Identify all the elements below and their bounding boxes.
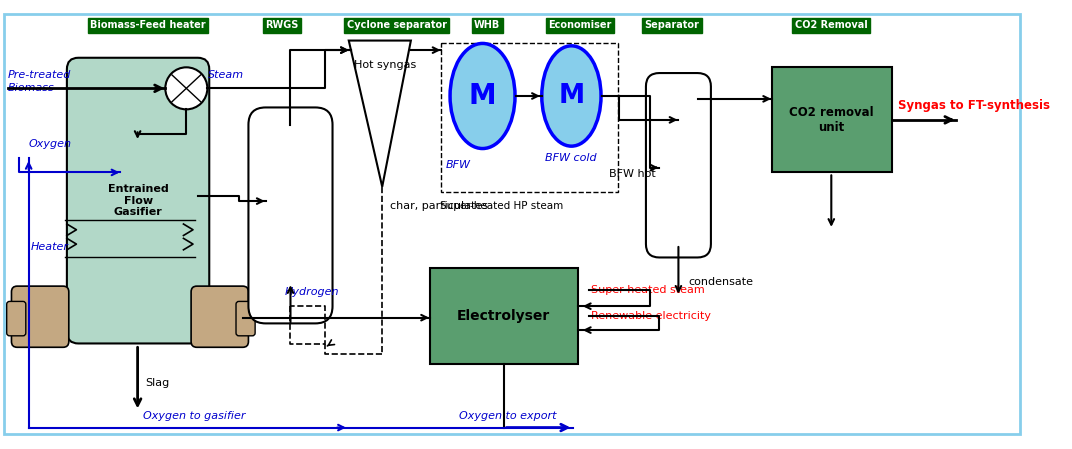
- Text: M: M: [559, 83, 584, 109]
- Text: Cyclone separator: Cyclone separator: [346, 20, 447, 30]
- Polygon shape: [348, 40, 411, 187]
- Text: char, particulates: char, particulates: [390, 201, 488, 211]
- Bar: [772, 67, 892, 172]
- FancyBboxPatch shape: [12, 286, 69, 347]
- Text: Oxygen: Oxygen: [29, 139, 72, 149]
- FancyBboxPatch shape: [236, 301, 255, 336]
- Text: RWGS: RWGS: [265, 20, 299, 30]
- Text: Separator: Separator: [644, 20, 699, 30]
- Text: Heater: Heater: [31, 242, 69, 252]
- Text: Steam: Steam: [208, 70, 244, 80]
- Text: Hot syngas: Hot syngas: [354, 61, 416, 70]
- Text: Biomass: Biomass: [8, 84, 55, 93]
- Text: Electrolyser: Electrolyser: [457, 309, 550, 323]
- Bar: [442, 44, 619, 192]
- Text: Entrained
Flow
Gasifier: Entrained Flow Gasifier: [107, 184, 168, 217]
- Text: BFW hot: BFW hot: [609, 169, 655, 179]
- Text: CO2 removal
unit: CO2 removal unit: [789, 106, 874, 134]
- FancyBboxPatch shape: [6, 301, 26, 336]
- Circle shape: [165, 67, 207, 110]
- Text: M: M: [468, 82, 496, 110]
- Text: Oxygen to export: Oxygen to export: [459, 411, 556, 421]
- Text: condensate: condensate: [688, 277, 753, 287]
- Text: CO2 Removal: CO2 Removal: [795, 20, 867, 30]
- Text: WHB: WHB: [474, 20, 501, 30]
- FancyBboxPatch shape: [66, 58, 209, 343]
- Text: Economiser: Economiser: [548, 20, 612, 30]
- Text: BFW: BFW: [446, 160, 472, 170]
- Text: Super-heated HP steam: Super-heated HP steam: [440, 201, 563, 211]
- FancyBboxPatch shape: [249, 107, 332, 323]
- FancyBboxPatch shape: [646, 73, 711, 257]
- Text: Hydrogen: Hydrogen: [285, 287, 339, 297]
- Text: Renewable electricity: Renewable electricity: [591, 311, 711, 321]
- FancyBboxPatch shape: [191, 286, 249, 347]
- Text: Super heated steam: Super heated steam: [591, 285, 704, 295]
- Ellipse shape: [541, 46, 601, 146]
- Text: Syngas to FT-synthesis: Syngas to FT-synthesis: [898, 99, 1051, 112]
- Text: Slag: Slag: [145, 378, 169, 387]
- Text: Oxygen to gasifier: Oxygen to gasifier: [144, 411, 245, 421]
- Text: BFW cold: BFW cold: [545, 153, 596, 163]
- Ellipse shape: [450, 44, 515, 149]
- Text: Pre-treated: Pre-treated: [8, 70, 71, 80]
- Bar: [430, 268, 578, 364]
- Text: Biomass-Feed heater: Biomass-Feed heater: [90, 20, 206, 30]
